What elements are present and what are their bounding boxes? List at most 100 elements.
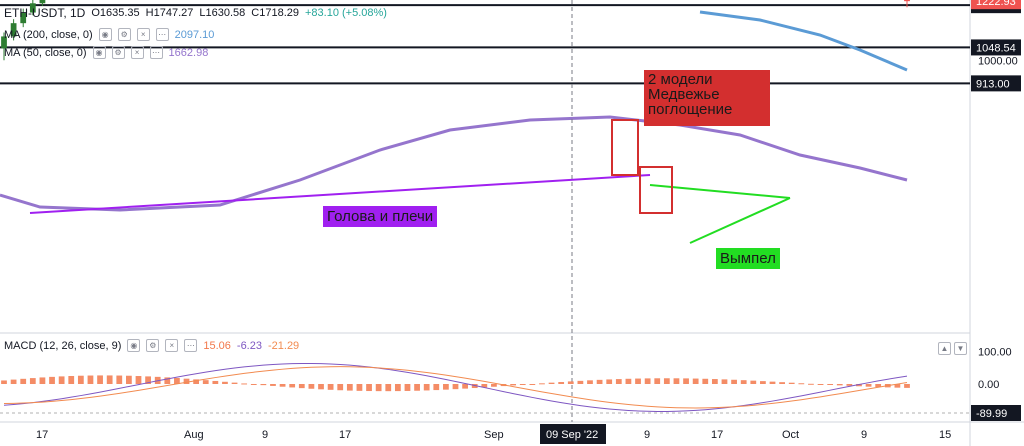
ma50-line <box>0 115 908 212</box>
macd-histogram-bar <box>375 384 382 392</box>
eye-icon[interactable]: ◉ <box>127 339 141 352</box>
macd-histogram-bar <box>106 375 113 384</box>
macd-histogram-bar <box>519 384 526 385</box>
close-value: C1718.29 <box>251 7 299 19</box>
macd-histogram-bar <box>193 379 200 384</box>
collapse-up-icon[interactable]: ▲ <box>938 342 951 355</box>
symbol-legend: ETH-USDT, 1D O1635.35 H1747.27 L1630.58 … <box>4 6 387 20</box>
macd-histogram-bar <box>625 378 632 384</box>
macd-histogram-bar <box>894 384 901 388</box>
macd-histogram-bar <box>875 384 882 388</box>
macd-histogram-bar <box>462 384 468 389</box>
macd-histogram-bar <box>635 378 641 384</box>
time-tick-label: 15 <box>939 429 951 441</box>
macd-histogram-bar <box>116 375 123 384</box>
macd-histogram-bar <box>414 384 420 391</box>
eye-icon[interactable]: ◉ <box>92 46 106 59</box>
macd-histogram-bar <box>904 384 910 388</box>
macd-hist-value: 15.06 <box>203 339 231 352</box>
macd-histogram-bar <box>577 380 584 384</box>
neckline-trendline <box>29 174 651 214</box>
macd-histogram-bar <box>394 384 401 392</box>
macd-signal-value: -21.29 <box>267 339 300 352</box>
close-icon[interactable]: × <box>130 46 144 59</box>
macd-histogram-bar <box>10 379 17 384</box>
macd-histogram-bar <box>856 384 862 387</box>
macd-histogram-bar <box>298 384 305 389</box>
ma200-value: 2097.10 <box>174 28 215 41</box>
macd-histogram-bar <box>606 379 613 384</box>
macd-histogram-bar <box>731 379 737 384</box>
macd-histogram-bar <box>356 384 363 391</box>
more-icon[interactable]: ⋯ <box>184 339 198 352</box>
time-tick-label: Sep <box>484 429 504 441</box>
macd-histogram-bar <box>491 384 497 387</box>
cursor-date-label: 09 Sep '22 <box>546 429 598 441</box>
close-icon[interactable]: × <box>165 339 179 352</box>
macd-marker-tag <box>971 405 1021 421</box>
macd-histogram-bar <box>433 384 440 391</box>
gear-icon[interactable]: ⚙ <box>111 46 125 59</box>
macd-histogram-bar <box>308 384 315 389</box>
macd-histogram-bar <box>817 384 824 385</box>
more-icon[interactable]: ⋯ <box>149 46 163 59</box>
macd-legend: MACD (12, 26, close, 9) ◉ ⚙ × ⋯ 15.06 -6… <box>4 339 299 352</box>
close-icon[interactable]: × <box>136 28 150 41</box>
macd-histogram-bar <box>145 376 151 384</box>
engulfing-box-2 <box>639 166 673 214</box>
pane-collapse-buttons: ▲ ▼ <box>938 342 967 355</box>
time-tick-label: 17 <box>36 429 48 441</box>
candle-body <box>10 23 17 37</box>
macd-histogram-bar <box>760 381 766 384</box>
candle-body <box>20 12 27 24</box>
engulfing-annotation: 2 модели Медвежье поглощение <box>644 70 770 126</box>
macd-histogram-bar <box>289 384 296 388</box>
macd-histogram-bar <box>721 379 728 384</box>
macd-histogram-bar <box>443 384 449 390</box>
macd-histogram-bar <box>558 382 565 384</box>
macd-histogram-bar <box>58 376 65 384</box>
macd-histogram-bar <box>135 376 142 384</box>
macd-histogram-bar <box>663 378 670 384</box>
macd-histogram-bar <box>318 384 324 390</box>
macd-histogram-bar <box>836 384 843 386</box>
last-price-tag <box>971 0 1021 10</box>
macd-histogram-bar <box>798 383 805 385</box>
macd-label: MACD (12, 26, close, 9) <box>4 339 122 352</box>
price-tick-label: 1000.00 <box>978 55 1018 67</box>
macd-histogram-bar <box>231 382 238 384</box>
macd-marker-label: -89.99 <box>976 408 1007 420</box>
more-icon[interactable]: ⋯ <box>155 28 169 41</box>
head-shoulders-annotation: Голова и плечи <box>323 206 438 227</box>
gear-icon[interactable]: ⚙ <box>117 28 131 41</box>
collapse-down-icon[interactable]: ▼ <box>954 342 967 355</box>
macd-histogram-bar <box>423 384 430 391</box>
time-tick-label: Aug <box>184 429 204 441</box>
open-value: O1635.35 <box>91 7 140 19</box>
eye-icon[interactable]: ◉ <box>98 28 112 41</box>
engulfing-box-1 <box>611 119 639 176</box>
macd-line <box>3 362 908 412</box>
macd-histogram-bar <box>827 384 834 385</box>
macd-histogram-bar <box>673 378 680 384</box>
macd-histogram-bar <box>846 384 853 386</box>
symbol-label: ETH-USDT, 1D <box>4 6 86 20</box>
time-tick-label: 9 <box>861 429 867 441</box>
macd-histogram-bar <box>202 380 209 384</box>
macd-histogram-bar <box>126 375 132 384</box>
gear-icon[interactable]: ⚙ <box>146 339 160 352</box>
ma50-legend: MA (50, close, 0) ◉ ⚙ × ⋯ 1662.98 <box>4 46 208 59</box>
macd-histogram-bar <box>222 381 228 384</box>
time-tick-label: 17 <box>711 429 723 441</box>
level-price-label: 1048.54 <box>976 42 1016 54</box>
macd-value: -6.23 <box>236 339 262 352</box>
candle-body <box>39 0 46 4</box>
change-value: +83.10 (+5.08%) <box>305 7 387 19</box>
candle-body <box>904 0 910 2</box>
macd-histogram-bar <box>327 384 334 390</box>
macd-histogram-bar <box>596 379 603 384</box>
macd-histogram-bar <box>39 377 46 384</box>
macd-histogram-bar <box>788 382 795 384</box>
